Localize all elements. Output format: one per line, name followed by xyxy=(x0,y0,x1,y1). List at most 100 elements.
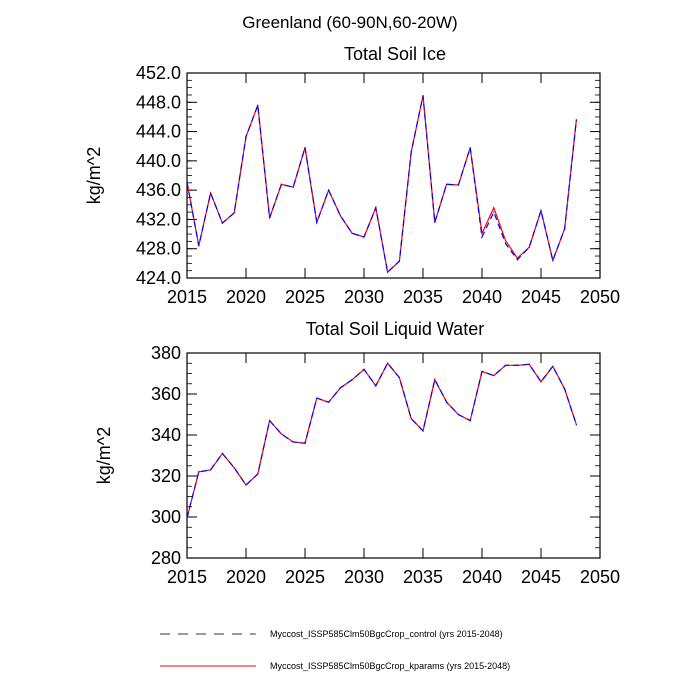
series-line-kparams xyxy=(186,362,577,519)
data-point-control xyxy=(292,186,294,188)
data-point-control xyxy=(198,471,200,473)
x-tick-label: 2030 xyxy=(344,567,384,587)
y-axis-label: kg/m^2 xyxy=(94,427,114,484)
data-point-control xyxy=(398,377,400,379)
data-point-control xyxy=(375,385,377,387)
x-tick-label: 2020 xyxy=(226,567,266,587)
x-tick-label: 2040 xyxy=(462,567,502,587)
y-tick-label: 448.0 xyxy=(136,92,181,112)
data-point-kparams xyxy=(481,232,483,234)
y-axis-label: kg/m^2 xyxy=(84,147,104,204)
legend-label: Myccost_ISSP585Clm50BgcCrop_kparams (yrs… xyxy=(270,661,510,671)
legend-label: Myccost_ISSP585Clm50BgcCrop_control (yrs… xyxy=(270,629,503,639)
panel-title: Total Soil Ice xyxy=(344,44,446,64)
data-point-control xyxy=(328,401,330,403)
panel-soil-liquid-water: Total Soil Liquid Water kg/m^2 280 300 320 34… xyxy=(94,319,620,587)
data-point-control xyxy=(457,413,459,416)
data-point-control xyxy=(398,260,400,262)
x-tick-label: 2050 xyxy=(580,287,620,307)
data-point-control xyxy=(410,151,412,153)
data-point-control xyxy=(233,467,235,469)
y-tick-label: 320 xyxy=(151,466,181,486)
data-point-control xyxy=(493,374,495,377)
data-point-control xyxy=(481,236,483,238)
y-tick-label: 436.0 xyxy=(136,180,181,200)
data-point-control xyxy=(528,246,530,248)
data-point-control xyxy=(351,232,353,234)
data-point-control xyxy=(505,242,507,245)
y-tick-label: 380 xyxy=(151,343,181,363)
y-tick-label: 440.0 xyxy=(136,151,181,171)
data-point-control xyxy=(469,420,471,422)
data-point-control xyxy=(575,424,578,426)
data-point-control xyxy=(210,469,212,471)
y-tick-label: 428.0 xyxy=(136,239,181,259)
data-point-control xyxy=(269,217,271,219)
data-point-control xyxy=(528,363,530,365)
y-tick-label: 280 xyxy=(151,548,181,568)
data-point-control xyxy=(516,259,519,261)
data-point-control xyxy=(245,136,247,138)
x-tick-label: 2050 xyxy=(580,567,620,587)
y-tick-label: 340 xyxy=(151,425,181,445)
data-point-control xyxy=(257,473,259,475)
data-point-control xyxy=(469,147,471,149)
y-tick-label: 452.0 xyxy=(136,63,181,83)
x-tick-label: 2035 xyxy=(403,567,443,587)
data-point-control xyxy=(505,364,507,366)
data-point-control xyxy=(363,368,365,370)
main-title: Greenland (60-90N,60-20W) xyxy=(242,13,457,32)
data-point-control xyxy=(316,221,318,223)
x-tick-label: 2045 xyxy=(521,567,561,587)
data-point-control xyxy=(564,388,566,390)
data-point-control xyxy=(363,236,365,238)
data-point-control xyxy=(221,452,223,455)
data-point-control xyxy=(221,222,223,224)
data-point-control xyxy=(375,207,377,209)
data-point-control xyxy=(446,183,448,185)
data-point-control xyxy=(481,370,483,373)
data-point-control xyxy=(269,420,271,422)
data-point-control xyxy=(328,189,330,191)
data-point-control xyxy=(186,181,188,183)
data-point-control xyxy=(186,517,188,519)
data-point-control xyxy=(410,418,412,420)
data-point-kparams xyxy=(493,207,495,209)
data-point-control xyxy=(434,379,436,381)
data-point-control xyxy=(351,379,353,381)
plot-frame xyxy=(186,352,601,559)
data-point-control xyxy=(387,362,389,364)
data-point-control xyxy=(575,119,578,121)
y-tick-label: 300 xyxy=(151,507,181,527)
data-point-control xyxy=(387,271,389,273)
data-point-control xyxy=(339,215,341,217)
y-tick-label: 432.0 xyxy=(136,209,181,229)
data-point-control xyxy=(457,184,459,186)
series-line-control xyxy=(186,362,577,519)
data-point-control xyxy=(540,381,542,383)
data-point-control xyxy=(493,211,495,213)
data-point-control xyxy=(540,210,542,212)
data-point-control xyxy=(280,183,282,185)
data-point-control xyxy=(446,401,448,403)
data-point-control xyxy=(292,441,294,443)
data-point-control xyxy=(233,212,235,214)
series-line-kparams xyxy=(186,95,577,274)
data-point-control xyxy=(210,192,212,194)
data-point-control xyxy=(434,221,436,223)
series-line-control xyxy=(186,95,577,274)
data-point-control xyxy=(552,259,554,262)
data-point-control xyxy=(422,95,424,97)
data-point-control xyxy=(316,397,318,399)
data-point-control xyxy=(304,147,306,149)
data-point-control xyxy=(304,442,306,444)
data-point-control xyxy=(245,484,247,486)
x-tick-label: 2020 xyxy=(226,287,266,307)
data-point-control xyxy=(280,433,282,435)
data-point-control xyxy=(339,387,341,389)
plot-frame xyxy=(186,72,601,279)
data-point-control xyxy=(198,245,200,247)
x-tick-label: 2030 xyxy=(344,287,384,307)
y-tick-label: 444.0 xyxy=(136,122,181,142)
